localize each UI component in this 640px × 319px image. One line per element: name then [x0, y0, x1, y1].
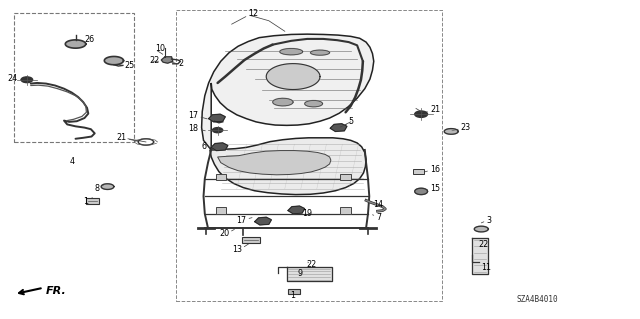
- Text: 18: 18: [188, 124, 198, 133]
- Polygon shape: [287, 267, 332, 281]
- Bar: [216, 174, 226, 180]
- Circle shape: [21, 77, 33, 83]
- Polygon shape: [211, 143, 228, 151]
- Circle shape: [415, 111, 428, 117]
- Text: 12: 12: [248, 9, 259, 18]
- Text: 7: 7: [376, 213, 381, 222]
- Polygon shape: [415, 188, 428, 195]
- Text: 15: 15: [430, 184, 440, 193]
- Polygon shape: [106, 57, 122, 64]
- Bar: [413, 169, 424, 174]
- Text: 6: 6: [201, 142, 206, 151]
- Text: 17: 17: [188, 111, 198, 120]
- Text: 16: 16: [430, 165, 440, 174]
- Polygon shape: [209, 114, 225, 122]
- Text: 22: 22: [479, 240, 489, 249]
- Polygon shape: [280, 48, 303, 55]
- Polygon shape: [472, 238, 488, 274]
- Text: 24: 24: [8, 74, 18, 83]
- Polygon shape: [288, 206, 305, 214]
- Polygon shape: [218, 151, 331, 175]
- Text: 11: 11: [481, 263, 492, 272]
- Text: 10: 10: [155, 44, 165, 53]
- Polygon shape: [202, 34, 374, 150]
- Polygon shape: [310, 50, 330, 55]
- Polygon shape: [305, 100, 323, 107]
- Text: 5: 5: [349, 117, 354, 126]
- Polygon shape: [444, 129, 458, 134]
- Text: 25: 25: [125, 61, 135, 70]
- Text: 9: 9: [298, 269, 303, 278]
- Polygon shape: [210, 138, 366, 195]
- Text: 17: 17: [236, 216, 246, 225]
- Polygon shape: [161, 57, 173, 63]
- Text: 1: 1: [83, 197, 88, 206]
- Circle shape: [212, 128, 223, 133]
- Text: 14: 14: [373, 200, 383, 209]
- Text: 23: 23: [461, 123, 471, 132]
- Text: SZA4B4010: SZA4B4010: [516, 295, 559, 304]
- Bar: [86, 198, 99, 204]
- Text: 3: 3: [486, 216, 492, 225]
- Text: 13: 13: [232, 245, 242, 254]
- Polygon shape: [273, 98, 293, 106]
- Polygon shape: [330, 124, 347, 131]
- Text: 1: 1: [290, 291, 295, 300]
- Bar: [216, 207, 226, 214]
- Bar: [242, 237, 260, 243]
- Text: 20: 20: [219, 229, 229, 238]
- Polygon shape: [474, 226, 488, 232]
- Text: 21: 21: [116, 133, 127, 142]
- Bar: [340, 174, 351, 180]
- Bar: [288, 289, 300, 294]
- Text: 19: 19: [302, 209, 312, 218]
- Polygon shape: [101, 184, 114, 189]
- Text: 8: 8: [94, 184, 99, 193]
- Text: FR.: FR.: [46, 286, 67, 296]
- Text: 22: 22: [150, 56, 160, 65]
- Polygon shape: [255, 217, 271, 225]
- Bar: [176, 10, 442, 301]
- Polygon shape: [67, 41, 84, 48]
- Text: 22: 22: [306, 260, 316, 269]
- Bar: [14, 13, 134, 142]
- Polygon shape: [266, 63, 320, 90]
- Text: 2: 2: [178, 59, 183, 68]
- Text: 26: 26: [84, 35, 95, 44]
- Text: 21: 21: [430, 105, 440, 114]
- Bar: [340, 207, 351, 214]
- Text: 4: 4: [70, 157, 75, 166]
